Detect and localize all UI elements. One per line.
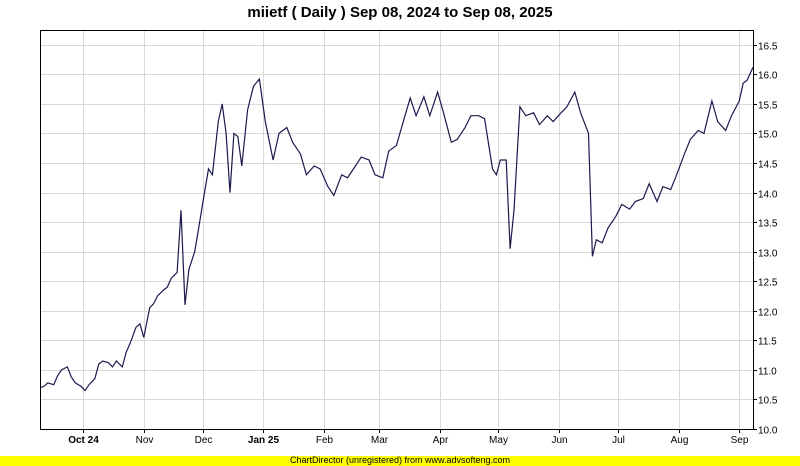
x-tick-label: Jul xyxy=(612,435,625,446)
chart-title: miietf ( Daily ) Sep 08, 2024 to Sep 08,… xyxy=(247,4,553,21)
y-tick-label: 11.5 xyxy=(758,337,777,348)
y-tick-label: 15.5 xyxy=(758,101,778,112)
footer-credit: ChartDirector (unregistered) from www.ad… xyxy=(289,455,511,465)
y-tick-label: 12.0 xyxy=(758,308,778,319)
y-tick-label: 10.5 xyxy=(758,396,778,407)
x-tick-label: Mar xyxy=(371,435,389,446)
y-tick-label: 14.5 xyxy=(758,160,778,171)
x-tick-label: Aug xyxy=(671,435,689,446)
y-tick-label: 11.0 xyxy=(758,367,777,378)
x-axis-tick-labels: Oct 24 Nov Dec Jan 25 Feb Mar Apr May Jun Jul Aug S… xyxy=(68,435,749,446)
y-tick-label: 12.5 xyxy=(758,278,778,289)
x-tick-label: Jun xyxy=(551,435,567,446)
y-tick-label: 14.0 xyxy=(758,190,778,201)
y-tick-label: 10.0 xyxy=(758,426,778,437)
chart-canvas: Oct 24 Nov Dec Jan 25 Feb Mar Apr May Jun Jul Aug S… xyxy=(39,30,778,446)
x-tick-label: Apr xyxy=(433,435,449,446)
grid-lines xyxy=(40,30,757,433)
x-tick-label: Feb xyxy=(316,435,334,446)
x-tick-label: Dec xyxy=(195,435,213,446)
x-tick-label: Oct 24 xyxy=(68,435,99,446)
y-tick-label: 13.5 xyxy=(758,219,778,230)
x-tick-label: Jan 25 xyxy=(248,435,280,446)
y-tick-label: 16.0 xyxy=(758,71,778,82)
x-tick-label: Sep xyxy=(731,435,749,446)
footer-bar xyxy=(0,456,800,466)
y-tick-label: 15.0 xyxy=(758,130,778,141)
plot-area-frame xyxy=(40,30,754,430)
x-tick-label: Nov xyxy=(136,435,154,446)
y-tick-label: 16.5 xyxy=(758,42,778,53)
x-tick-label: May xyxy=(489,435,508,446)
y-axis-tick-labels: 10.0 10.5 11.0 11.5 12.0 12.5 13.0 13.5 14.0 14.5… xyxy=(758,42,778,437)
series-line xyxy=(39,66,754,392)
y-tick-label: 13.0 xyxy=(758,249,778,260)
